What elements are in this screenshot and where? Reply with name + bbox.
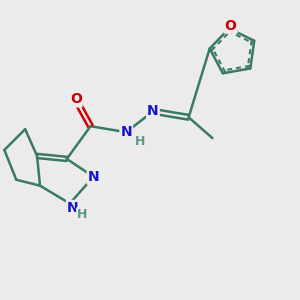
- Text: N: N: [147, 104, 159, 118]
- Text: N: N: [67, 201, 79, 215]
- Text: N: N: [88, 170, 99, 184]
- Text: N: N: [120, 125, 132, 139]
- Text: O: O: [225, 19, 236, 32]
- Text: H: H: [134, 135, 145, 148]
- Text: H: H: [77, 208, 87, 221]
- Text: O: O: [70, 92, 82, 106]
